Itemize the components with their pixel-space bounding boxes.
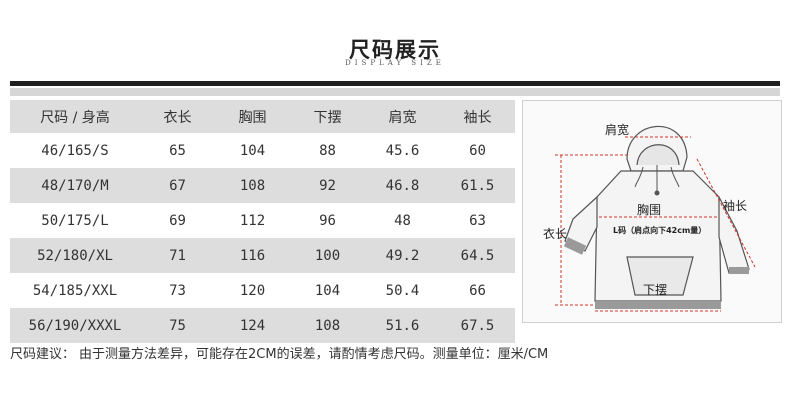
size-advice-label: 尺码建议： [10,347,76,362]
header-divider-dark [10,81,780,86]
table-row: 52/180/XL 71 116 100 49.2 64.5 [10,238,515,273]
sleeve-measure-line [696,158,756,268]
table-cell: 54/185/XXL [32,282,118,299]
table-cell: 50/175/L [41,212,109,229]
table-cell: 48/170/M [10,168,140,203]
hem-ribbing [595,301,721,309]
table-cell: 46/165/S [41,142,109,159]
hem-label: 下摆 [643,283,668,297]
column-header: 胸围 [215,100,290,133]
table-row: 54/185/XXL 73 120 104 50.4 66 [10,273,515,308]
length-label: 衣长 [543,227,568,241]
table-cell: 120 [239,282,266,299]
hood-opening [636,144,680,166]
table-header-row: 尺码 / 身高 衣长 胸围 下摆 肩宽 袖长 [10,100,515,133]
kangaroo-pocket [626,256,694,296]
table-cell: 52/180/XL [10,238,140,273]
table-row: 50/175/L 69 112 96 48 63 [10,203,515,238]
table-cell: 96 [319,212,336,229]
table-cell: 100 [290,238,365,273]
table-cell: 69 [169,212,186,229]
size-advice-text: 由于测量方法差异，可能存在2CM的误差，请酌情考虑尺码。测量单位：厘米/CM [79,347,549,362]
shoulder-label: 肩宽 [605,123,630,137]
table-cell: 63 [469,212,486,229]
left-cuff [563,237,587,255]
table-cell: 75 [140,308,215,343]
right-drawstring [670,166,680,188]
table-cell: 51.6 [365,308,440,343]
table-cell: 48 [394,212,411,229]
table-cell: 49.2 [365,238,440,273]
table-cell: 112 [239,212,266,229]
table-cell: 50.4 [385,282,420,299]
column-header: 下摆 [290,100,365,133]
page-subtitle: DISPLAY SIZE [345,59,445,67]
table-row: 46/165/S 65 104 88 45.6 60 [10,133,515,168]
table-cell: 46.8 [365,168,440,203]
size-table: 尺码 / 身高 衣长 胸围 下摆 肩宽 袖长 46/165/S 65 104 8… [10,100,515,343]
table-cell: 45.6 [385,142,420,159]
size-note-label: L码（肩点向下42cm量） [613,226,707,235]
table-row: 48/170/M 67 108 92 46.8 61.5 [10,168,515,203]
table-cell: 88 [319,142,336,159]
table-cell: 67.5 [440,308,515,343]
table-cell: 104 [314,282,341,299]
left-drawstring [634,166,644,188]
table-cell: 108 [290,308,365,343]
table-cell: 61.5 [440,168,515,203]
table-cell: 104 [239,142,266,159]
table-cell: 66 [469,282,486,299]
table-cell: 60 [469,142,486,159]
table-cell: 108 [215,168,290,203]
header-divider-light [10,88,780,96]
table-cell: 116 [215,238,290,273]
table-cell: 92 [290,168,365,203]
table-cell: 64.5 [440,238,515,273]
right-cuff [729,267,749,274]
size-advice: 尺码建议： 由于测量方法差异，可能存在2CM的误差，请酌情考虑尺码。测量单位：厘米… [10,343,552,362]
table-cell: 56/190/XXXL [10,308,140,343]
table-cell: 71 [140,238,215,273]
column-header: 肩宽 [365,100,440,133]
sleeve-label: 袖长 [723,199,748,213]
table-row: 56/190/XXXL 75 124 108 51.6 67.5 [10,308,515,343]
column-header: 袖长 [440,100,515,133]
zipper-pull [654,190,660,196]
chest-label: 胸围 [637,203,662,217]
table-cell: 73 [169,282,186,299]
table-cell: 67 [140,168,215,203]
table-cell: 65 [169,142,186,159]
column-header: 衣长 [140,100,215,133]
page-title: 尺码展示 [349,38,441,62]
table-cell: 124 [215,308,290,343]
column-header: 尺码 / 身高 [10,100,140,133]
hoodie-size-diagram: 肩宽 袖长 胸围 衣长 下摆 L码（肩点向下42cm量） [522,100,782,323]
hoodie-illustration [555,125,756,312]
